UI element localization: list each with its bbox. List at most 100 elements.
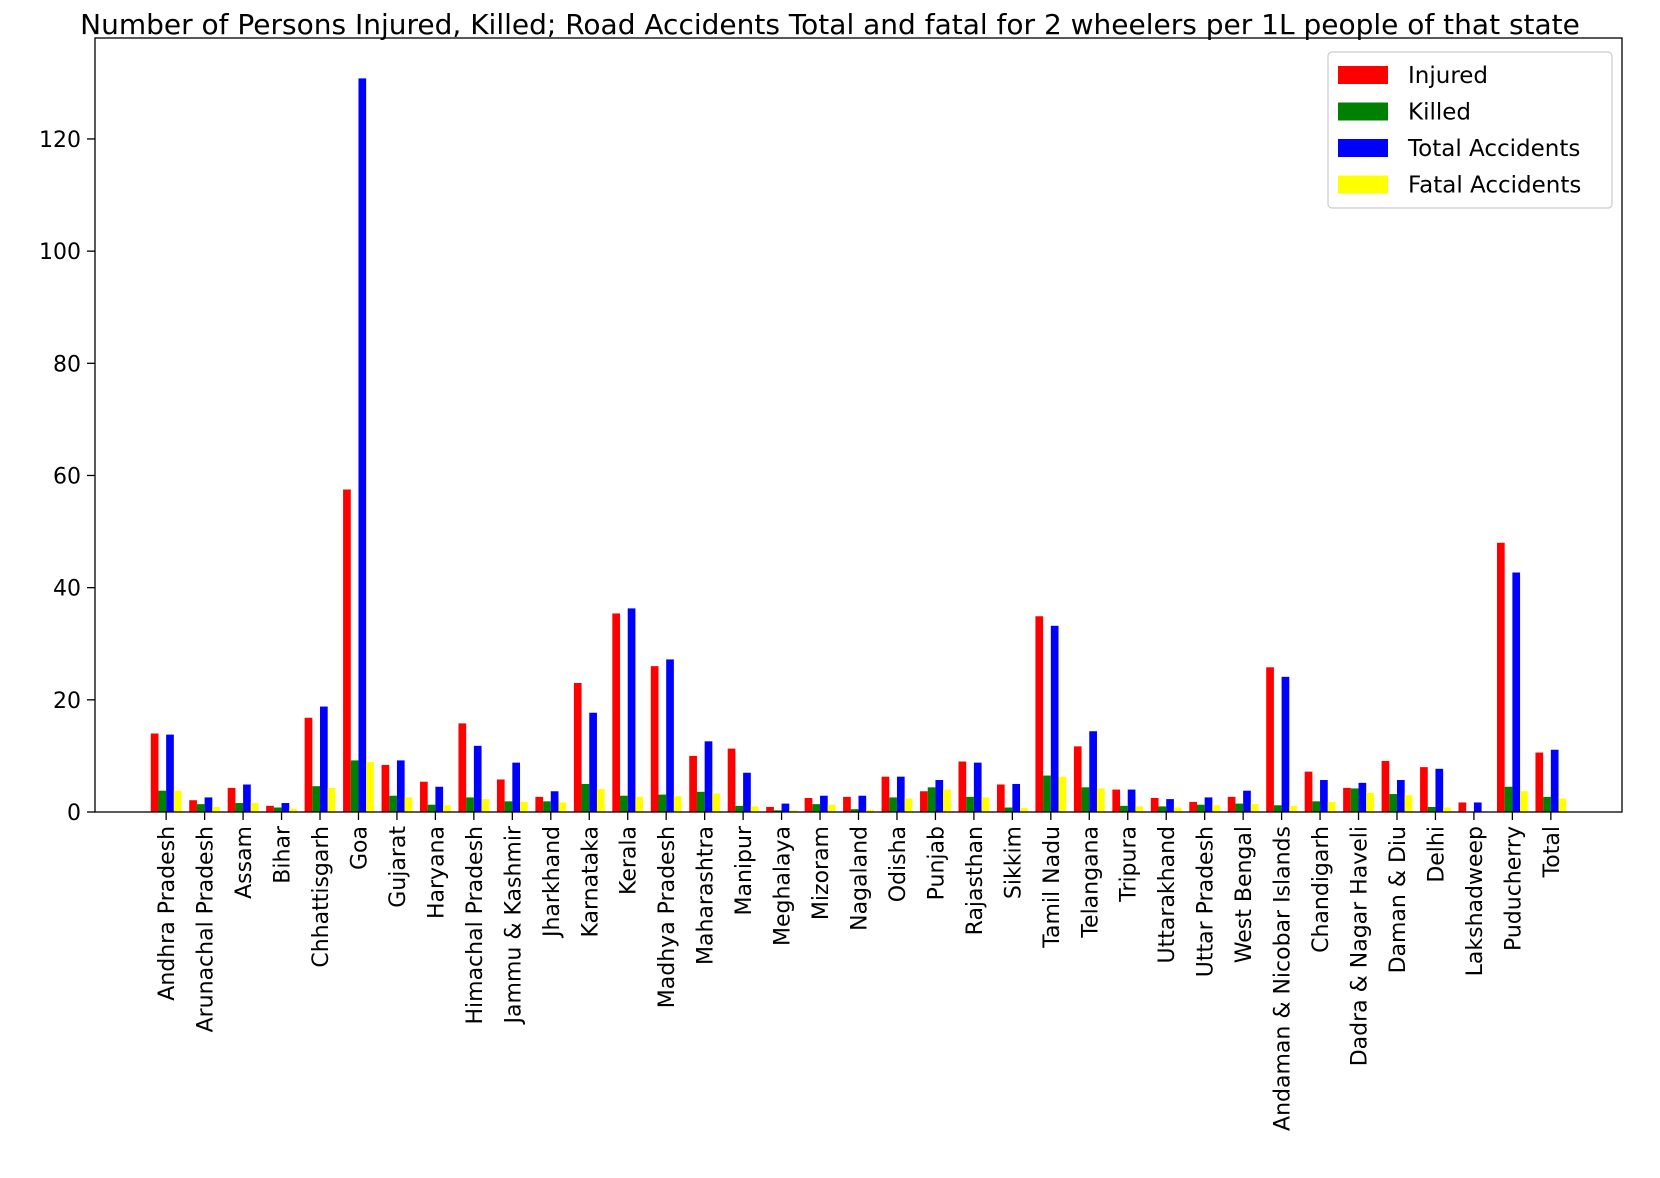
bar-fatal-accidents xyxy=(1558,798,1567,812)
legend-label: Fatal Accidents xyxy=(1408,173,1581,199)
bar-total-accidents xyxy=(320,706,328,812)
bar-fatal-accidents xyxy=(1058,776,1067,812)
x-tick-label: Assam xyxy=(232,826,257,899)
legend-swatch xyxy=(1338,102,1388,121)
bar-killed xyxy=(1350,788,1359,812)
bar-fatal-accidents xyxy=(750,806,759,812)
bar-injured xyxy=(766,806,774,812)
x-tick-label: Puducherry xyxy=(1501,826,1526,951)
bar-injured xyxy=(535,796,544,812)
bar-injured xyxy=(1266,667,1274,812)
legend-label: Total Accidents xyxy=(1407,136,1580,162)
y-tick-label: 60 xyxy=(53,464,81,489)
bar-killed xyxy=(889,797,897,812)
x-tick-label: Tripura xyxy=(1117,826,1142,903)
x-tick-label: Maharashtra xyxy=(694,826,719,965)
bar-fatal-accidents xyxy=(1289,805,1297,812)
bar-killed xyxy=(1543,796,1551,812)
x-tick-label: Meghalaya xyxy=(771,826,796,946)
bar-injured xyxy=(1189,801,1197,812)
bar-killed xyxy=(658,794,667,812)
x-tick-label: Karnataka xyxy=(578,826,603,938)
bar-fatal-accidents xyxy=(173,790,182,812)
bar-fatal-accidents xyxy=(558,802,567,812)
bar-killed xyxy=(1427,806,1436,812)
bar-killed xyxy=(1273,805,1282,812)
y-tick-label: 20 xyxy=(53,689,81,714)
bar-injured xyxy=(1035,616,1044,812)
bar-total-accidents xyxy=(281,803,290,812)
bar-total-accidents xyxy=(473,745,482,812)
bar-fatal-accidents xyxy=(635,796,644,812)
bar-fatal-accidents xyxy=(1520,791,1528,812)
bar-killed xyxy=(1120,805,1128,812)
bar-total-accidents xyxy=(1435,768,1444,812)
bar-injured xyxy=(650,666,659,812)
x-tick-label: Dadra & Nagar Haveli xyxy=(1348,826,1373,1066)
bar-total-accidents xyxy=(781,803,790,812)
bar-killed xyxy=(1043,775,1051,812)
bar-injured xyxy=(150,733,159,812)
x-tick-label: Chhattisgarh xyxy=(309,826,334,968)
bar-total-accidents xyxy=(743,772,751,812)
bar-injured xyxy=(804,797,813,812)
bar-fatal-accidents xyxy=(366,762,374,812)
x-tick-label: Andaman & Nicobar Islands xyxy=(1271,826,1296,1131)
bar-total-accidents xyxy=(358,78,367,812)
legend-label: Killed xyxy=(1408,100,1471,126)
bar-injured xyxy=(266,805,274,812)
bar-injured xyxy=(1381,760,1390,812)
bar-total-accidents xyxy=(1281,676,1290,812)
bar-killed xyxy=(466,797,474,812)
bar-injured xyxy=(1150,797,1159,812)
bar-total-accidents xyxy=(627,608,636,812)
bar-injured xyxy=(1112,789,1121,812)
bar-fatal-accidents xyxy=(827,804,836,812)
bar-total-accidents xyxy=(935,780,944,812)
bar-injured xyxy=(612,613,621,812)
x-tick-label: Tamil Nadu xyxy=(1040,826,1065,949)
x-tick-label: Madhya Pradesh xyxy=(655,826,680,1008)
bar-total-accidents xyxy=(396,760,405,812)
bar-injured xyxy=(1496,542,1505,812)
bar-injured xyxy=(1535,752,1544,812)
bar-killed xyxy=(389,795,397,812)
bar-total-accidents xyxy=(896,776,905,812)
bar-total-accidents xyxy=(1012,783,1021,812)
bar-fatal-accidents xyxy=(250,803,259,812)
bar-total-accidents xyxy=(1320,780,1328,812)
bar-injured xyxy=(1343,787,1351,812)
bar-killed xyxy=(1504,786,1513,812)
bar-fatal-accidents xyxy=(1173,807,1182,812)
bar-killed xyxy=(196,804,205,812)
bar-killed xyxy=(1081,787,1090,812)
x-tick-label: Uttar Pradesh xyxy=(1194,826,1219,977)
bar-fatal-accidents xyxy=(673,796,682,812)
chart-title: Number of Persons Injured, Killed; Road … xyxy=(80,8,1580,41)
bar-fatal-accidents xyxy=(904,798,913,812)
x-tick-label: Bihar xyxy=(271,825,296,884)
x-tick-label: Arunachal Pradesh xyxy=(194,826,219,1032)
bar-total-accidents xyxy=(858,795,867,812)
legend-swatch xyxy=(1338,175,1388,194)
bar-killed xyxy=(1196,804,1205,812)
bar-total-accidents xyxy=(550,791,559,812)
bar-injured xyxy=(1304,771,1313,812)
bar-killed xyxy=(850,809,859,812)
bar-fatal-accidents xyxy=(1020,808,1028,812)
bar-injured xyxy=(920,791,928,812)
bar-injured xyxy=(496,779,505,812)
bar-fatal-accidents xyxy=(943,789,951,812)
legend-box xyxy=(1327,51,1613,209)
bar-fatal-accidents xyxy=(1327,801,1336,812)
bar-injured xyxy=(958,761,967,812)
bar-total-accidents xyxy=(1396,780,1405,812)
bar-fatal-accidents xyxy=(1212,805,1221,812)
x-tick-label: Mizoram xyxy=(809,826,834,920)
bar-fatal-accidents xyxy=(712,793,721,812)
bar-fatal-accidents xyxy=(404,797,413,812)
bar-killed xyxy=(581,783,590,812)
bar-fatal-accidents xyxy=(789,810,797,812)
bar-killed xyxy=(696,791,705,812)
